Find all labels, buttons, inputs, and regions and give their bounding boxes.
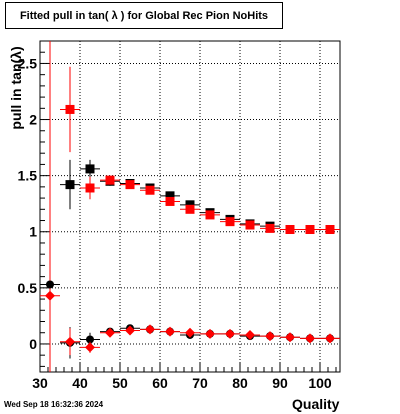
data-point-diamond	[145, 324, 155, 335]
y-tick-label: 0	[29, 336, 37, 352]
data-point-square	[65, 180, 75, 190]
data-point-diamond	[85, 342, 95, 353]
x-tick-label: 60	[152, 375, 168, 391]
data-point-square	[305, 225, 315, 235]
data-point-diamond	[265, 331, 275, 342]
data-point-square	[285, 225, 295, 235]
data-point-square	[105, 175, 115, 185]
x-tick-label: 90	[272, 375, 288, 391]
data-point-diamond	[285, 332, 295, 343]
y-axis-label: pull in tan(λ)	[8, 46, 24, 130]
data-point-circle	[46, 280, 54, 289]
y-tick-label: 1	[29, 224, 37, 240]
chart-title: Fitted pull in tan( λ ) for Global Rec P…	[19, 9, 269, 22]
timestamp: Wed Sep 18 16:32:36 2024	[4, 400, 104, 409]
x-axis-label: Quality	[292, 396, 340, 412]
x-tick-label: 40	[72, 375, 88, 391]
y-tick-label: 1.5	[18, 168, 38, 184]
x-tick-label: 80	[232, 375, 248, 391]
data-point-square	[165, 191, 175, 201]
data-point-diamond	[305, 333, 315, 344]
data-point-square	[325, 225, 335, 235]
data-point-diamond	[205, 328, 215, 339]
data-point-square	[265, 223, 275, 233]
data-point-diamond	[65, 336, 75, 347]
data-point-square	[85, 183, 95, 193]
x-tick-label: 50	[112, 375, 128, 391]
data-point-diamond	[45, 290, 55, 301]
y-tick-label: 2	[29, 112, 37, 128]
data-point-diamond	[125, 325, 135, 336]
data-point-square	[85, 164, 95, 174]
y-tick-label: 0.5	[18, 280, 38, 296]
y-tick-label: 2.5	[18, 55, 38, 71]
data-point-diamond	[225, 328, 235, 339]
x-tick-label: 70	[192, 375, 208, 391]
data-point-square	[145, 185, 155, 195]
title-box: Fitted pull in tan( λ ) for Global Rec P…	[5, 2, 283, 29]
x-tick-label: 30	[32, 375, 48, 391]
data-point-circle	[86, 335, 94, 344]
data-point-diamond	[325, 333, 335, 344]
data-point-diamond	[105, 327, 115, 338]
data-point-square	[185, 204, 195, 214]
data-point-diamond	[185, 327, 195, 338]
data-point-diamond	[245, 329, 255, 340]
x-tick-label: 100	[308, 375, 332, 391]
data-point-square	[205, 210, 215, 220]
data-point-diamond	[165, 326, 175, 337]
data-point-square	[225, 217, 235, 227]
data-point-square	[165, 196, 175, 206]
data-point-square	[125, 180, 135, 190]
data-point-square	[65, 104, 75, 114]
data-point-square	[245, 220, 255, 230]
